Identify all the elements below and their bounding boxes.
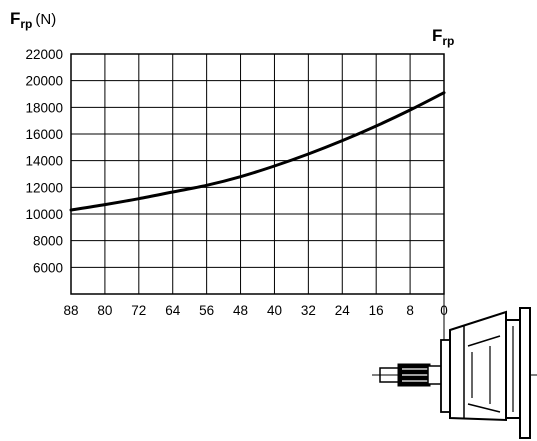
y-tick-label-18000: 18000 [25,100,63,115]
plot-frame [70,53,445,295]
shaft-collar [427,365,443,385]
y-tick-label-8000: 8000 [33,234,63,249]
x-tick-label-8: 8 [406,303,414,318]
y-tick-label-22000: 22000 [25,47,63,62]
y-tick-label-14000: 14000 [25,154,63,169]
y-tick-label-16000: 16000 [25,127,63,142]
y-tick-labels: 6000 8000 10000 12000 14000 16000 18000 20000 22… [25,47,63,275]
x-tick-label-88: 88 [63,303,78,318]
x-tick-label-80: 80 [97,303,112,318]
shaft-drawing [372,294,537,439]
right-label-subscript: rp [442,34,454,48]
plot-area [69,91,446,212]
y-axis-subscript: rp [20,17,32,31]
series-line-0 [69,91,446,212]
rear-flange [519,307,531,439]
housing [449,310,507,422]
x-tick-label-32: 32 [301,303,316,318]
x-tick-label-72: 72 [131,303,146,318]
y-tick-label-12000: 12000 [25,180,63,195]
y-tick-label-20000: 20000 [25,74,63,89]
x-tick-label-40: 40 [267,303,282,318]
x-tick-labels: 88 80 72 64 56 48 40 32 24 16 8 0 [63,303,447,318]
flange-plate [440,339,451,413]
grid [70,53,445,295]
y-tick-label-6000: 6000 [33,260,63,275]
x-tick-label-64: 64 [165,303,181,318]
right-load-label: Frp [432,26,454,48]
x-tick-label-56: 56 [199,303,214,318]
x-tick-label-24: 24 [335,303,351,318]
x-tick-label-48: 48 [233,303,248,318]
y-axis-title: Frp (N) [10,9,56,31]
right-label-symbol: F [432,26,442,45]
y-axis-symbol: F [10,9,20,28]
y-tick-label-10000: 10000 [25,207,63,222]
y-axis-unit: (N) [35,11,56,28]
x-tick-label-16: 16 [369,303,384,318]
